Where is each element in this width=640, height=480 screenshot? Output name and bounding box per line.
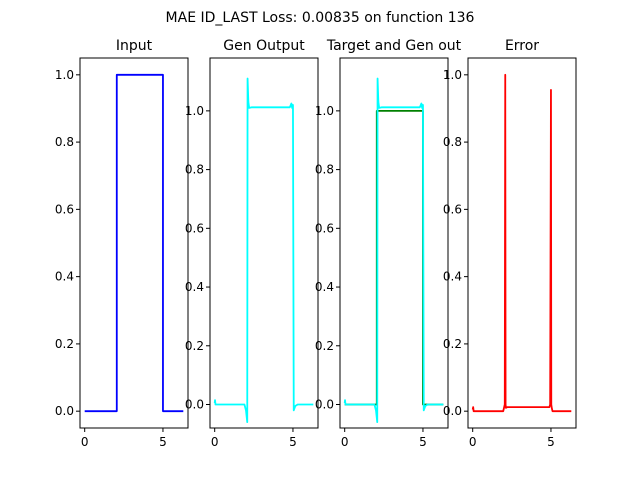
x-tick-label: 0 <box>469 435 477 449</box>
y-tick-label: 0.2 <box>55 337 74 351</box>
y-tick-label: 1.0 <box>185 104 204 118</box>
axes-frame <box>79 57 189 429</box>
x-tick-label: 0 <box>81 435 89 449</box>
y-tick-label: 1.0 <box>315 104 334 118</box>
subplot-panels: Input 0 5 0.0 0.2 0.4 0.6 0.8 1.0 Gen Output 0 5 0.0… <box>55 38 577 449</box>
y-tick-label: 0.4 <box>185 280 204 294</box>
y-tick-label: 0.8 <box>315 163 334 177</box>
y-tick-label: 0.6 <box>315 221 334 235</box>
x-tick-label: 5 <box>159 435 167 449</box>
x-tick-label: 0 <box>211 435 219 449</box>
y-tick-label: 0.8 <box>443 135 462 149</box>
y-tick-label: 0.4 <box>315 280 334 294</box>
y-tick-label: 0.4 <box>55 270 74 284</box>
series-line-1 <box>84 73 184 413</box>
x-tick-label: 5 <box>419 435 427 449</box>
y-tick-label: 0.2 <box>443 337 462 351</box>
y-tick-label: 0.0 <box>315 398 334 412</box>
series-line-2 <box>343 77 444 424</box>
y-tick-label: 0.0 <box>55 404 74 418</box>
subplot-title: Gen Output <box>223 38 305 54</box>
subplot-title: Target and Gen out <box>326 38 462 54</box>
x-tick-label: 0 <box>341 435 349 449</box>
x-tick-label: 5 <box>289 435 297 449</box>
y-tick-label: 0.6 <box>55 202 74 216</box>
y-tick-label: 0.6 <box>443 202 462 216</box>
y-tick-label: 0.8 <box>185 163 204 177</box>
subplot-title: Error <box>505 38 539 54</box>
y-tick-label: 1.0 <box>55 68 74 82</box>
series-line-1 <box>213 77 314 424</box>
y-tick-label: 1.0 <box>443 68 462 82</box>
subplot-1: Input 0 5 0.0 0.2 0.4 0.6 0.8 1.0 <box>55 38 189 449</box>
axes-frame <box>467 57 577 429</box>
series-line-1 <box>471 73 572 413</box>
subplot-2: Gen Output 0 5 0.0 0.2 0.4 0.6 0.8 1.0 <box>185 38 319 449</box>
subplot-3: Target and Gen out 0 5 0.0 0.2 0.4 0.6 0.8 1.0 <box>315 38 462 449</box>
x-tick-label: 5 <box>547 435 555 449</box>
axes-frame <box>209 57 319 429</box>
y-tick-label: 0.0 <box>185 398 204 412</box>
subplot-4: Error 0 5 0.0 0.2 0.4 0.6 0.8 1.0 <box>443 38 577 449</box>
axes-frame <box>339 57 449 429</box>
y-tick-label: 0.0 <box>443 404 462 418</box>
subplot-title: Input <box>116 38 153 54</box>
y-tick-label: 0.6 <box>185 221 204 235</box>
y-tick-label: 0.2 <box>185 339 204 353</box>
y-tick-label: 0.8 <box>55 135 74 149</box>
y-tick-label: 0.2 <box>315 339 334 353</box>
figure-suptitle: MAE ID_LAST Loss: 0.00835 on function 13… <box>166 10 475 26</box>
y-tick-label: 0.4 <box>443 270 462 284</box>
